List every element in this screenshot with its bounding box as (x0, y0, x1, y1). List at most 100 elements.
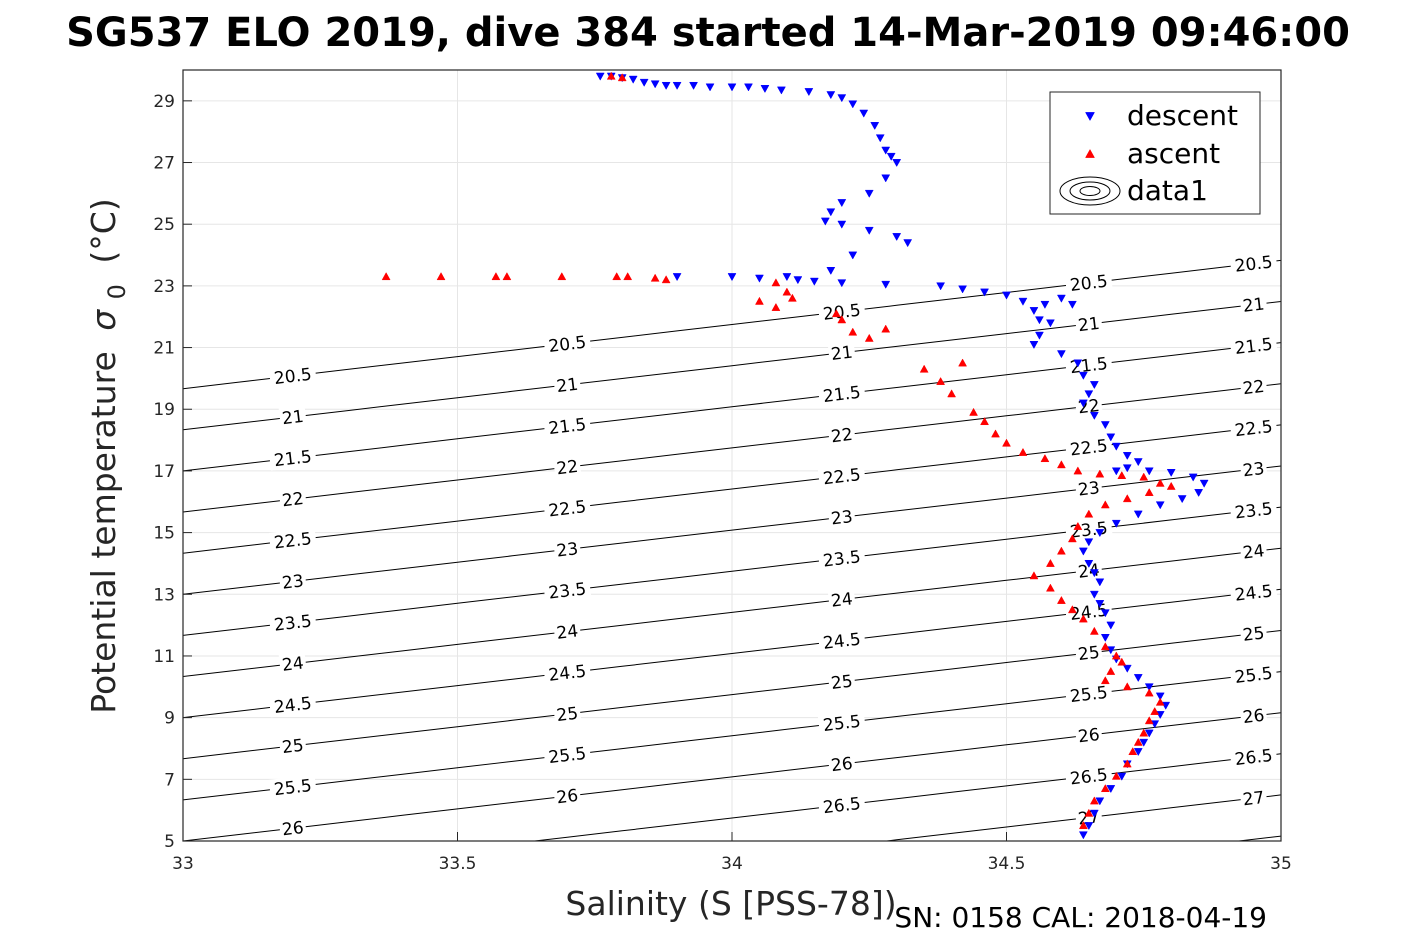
svg-text:21.5: 21.5 (1069, 354, 1109, 378)
isoline-label: 25.5 (268, 774, 317, 800)
isoline-label: 20.5 (1229, 250, 1278, 277)
svg-text:25.5: 25.5 (273, 776, 313, 800)
ascent-point (1106, 666, 1116, 675)
descent-point (1095, 529, 1105, 538)
svg-text:20.5: 20.5 (1069, 272, 1109, 296)
isoline-label: 25.5 (1229, 662, 1278, 688)
descent-point (1106, 433, 1116, 442)
descent-point (1111, 442, 1121, 451)
ascent-point (436, 272, 446, 281)
descent-point (1155, 711, 1165, 720)
descent-point (1045, 319, 1055, 328)
svg-text:26: 26 (281, 818, 305, 840)
svg-text:21: 21 (1077, 314, 1101, 336)
svg-text:24.5: 24.5 (273, 694, 313, 718)
ascent-point (1002, 438, 1011, 447)
descent-point (837, 94, 847, 103)
isoline-label: 23 (553, 537, 582, 562)
ascent-point (831, 309, 841, 318)
isoline-label: 22.5 (1064, 434, 1113, 460)
ascent-point (969, 407, 978, 416)
ascent-point (1067, 534, 1077, 543)
isoline-label: 20.5 (268, 363, 317, 389)
descent-point (1144, 729, 1154, 738)
descent-point (870, 122, 880, 131)
ascent-point (1122, 759, 1132, 768)
ascent-point (491, 272, 501, 281)
descent-point (809, 277, 819, 286)
legend-ascent-marker (1085, 148, 1095, 158)
descent-point (1133, 748, 1143, 757)
isoline-label: 25 (553, 702, 582, 726)
descent-point (1089, 381, 1099, 390)
legend: descent ascent data1 (1049, 91, 1261, 215)
isoline-label: 24 (1074, 559, 1103, 583)
tick-layer: 33 33.5 34 34.5 35 5 7 9 11 13 15 17 19 21 23 25 27 29 (153, 92, 1291, 874)
isoline-label: 21.5 (543, 413, 592, 439)
ascent-point (1100, 676, 1110, 685)
ascent-point (1122, 682, 1132, 691)
x-tick-label: 34 (721, 854, 743, 874)
svg-text:26: 26 (1242, 706, 1266, 728)
isoline-label: 25 (827, 670, 856, 694)
isoline-label: 26 (1074, 723, 1103, 747)
y-tick-label: 7 (164, 770, 175, 790)
descent-point (639, 78, 649, 87)
isoline-label: 22 (553, 455, 582, 479)
descent-point (1100, 634, 1110, 642)
svg-text:22.5: 22.5 (547, 497, 587, 521)
footer-serial-calibration: SN: 0158 CAL: 2018-04-19 (894, 901, 1267, 934)
descent-point (1111, 519, 1121, 528)
isoline-label: 25.5 (817, 710, 866, 736)
svg-text:21: 21 (556, 375, 580, 397)
ascent-point (557, 272, 567, 281)
isoline-label: 22.5 (543, 495, 592, 521)
svg-text:21.5: 21.5 (547, 415, 587, 439)
isoline-label: 23.5 (817, 545, 866, 572)
ascent-point (1128, 747, 1138, 756)
svg-text:21: 21 (281, 407, 305, 429)
ascent-point (771, 278, 781, 287)
svg-text:25: 25 (830, 672, 854, 694)
ascent-point (1122, 494, 1132, 503)
svg-text:22: 22 (281, 489, 305, 511)
svg-text:24: 24 (281, 653, 305, 675)
chart-title: SG537 ELO 2019, dive 384 started 14-Mar-… (66, 10, 1350, 56)
isoline-label: 22.5 (1229, 415, 1278, 441)
svg-text:26.5: 26.5 (1234, 746, 1274, 770)
descent-point (864, 226, 874, 235)
descent-point (1084, 559, 1094, 568)
ascent-point (980, 417, 989, 426)
contour-layer: 20.5 20.5 20.5 20.5 20.5 21 21 21 21 21 21.5 21.5 21… (183, 250, 1281, 841)
y-tick-label: 5 (164, 832, 175, 852)
ascent-point (1029, 571, 1039, 580)
descent-point (1100, 421, 1110, 430)
ascent-point (1139, 728, 1149, 737)
descent-point (650, 80, 660, 89)
svg-text:21: 21 (1242, 294, 1266, 316)
isoline-label: 23 (278, 570, 307, 594)
descent-point (1139, 738, 1149, 747)
descent-point (595, 72, 605, 81)
descent-point (1035, 331, 1044, 340)
svg-text:23.5: 23.5 (273, 611, 313, 635)
svg-text:24: 24 (830, 589, 854, 611)
isoline-label: 25 (278, 734, 307, 758)
y-tick-label: 13 (153, 585, 175, 605)
descent-point (1073, 359, 1083, 368)
y-tick-label: 17 (153, 462, 175, 482)
descent-point (672, 81, 682, 90)
ascent-point (958, 358, 968, 367)
ascent-point (1095, 469, 1105, 478)
y-tick-label: 25 (153, 215, 175, 235)
ascent-point (1084, 808, 1094, 817)
descent-point (1089, 569, 1099, 578)
isoline-label: 24.5 (543, 660, 592, 686)
y-tick-label: 29 (153, 92, 175, 112)
descent-point (1084, 822, 1094, 831)
descent-point (1095, 578, 1105, 587)
ascent-point (1056, 595, 1066, 604)
ascent-point (617, 73, 627, 82)
svg-text:21.5: 21.5 (273, 447, 313, 471)
svg-text:26: 26 (556, 786, 580, 808)
